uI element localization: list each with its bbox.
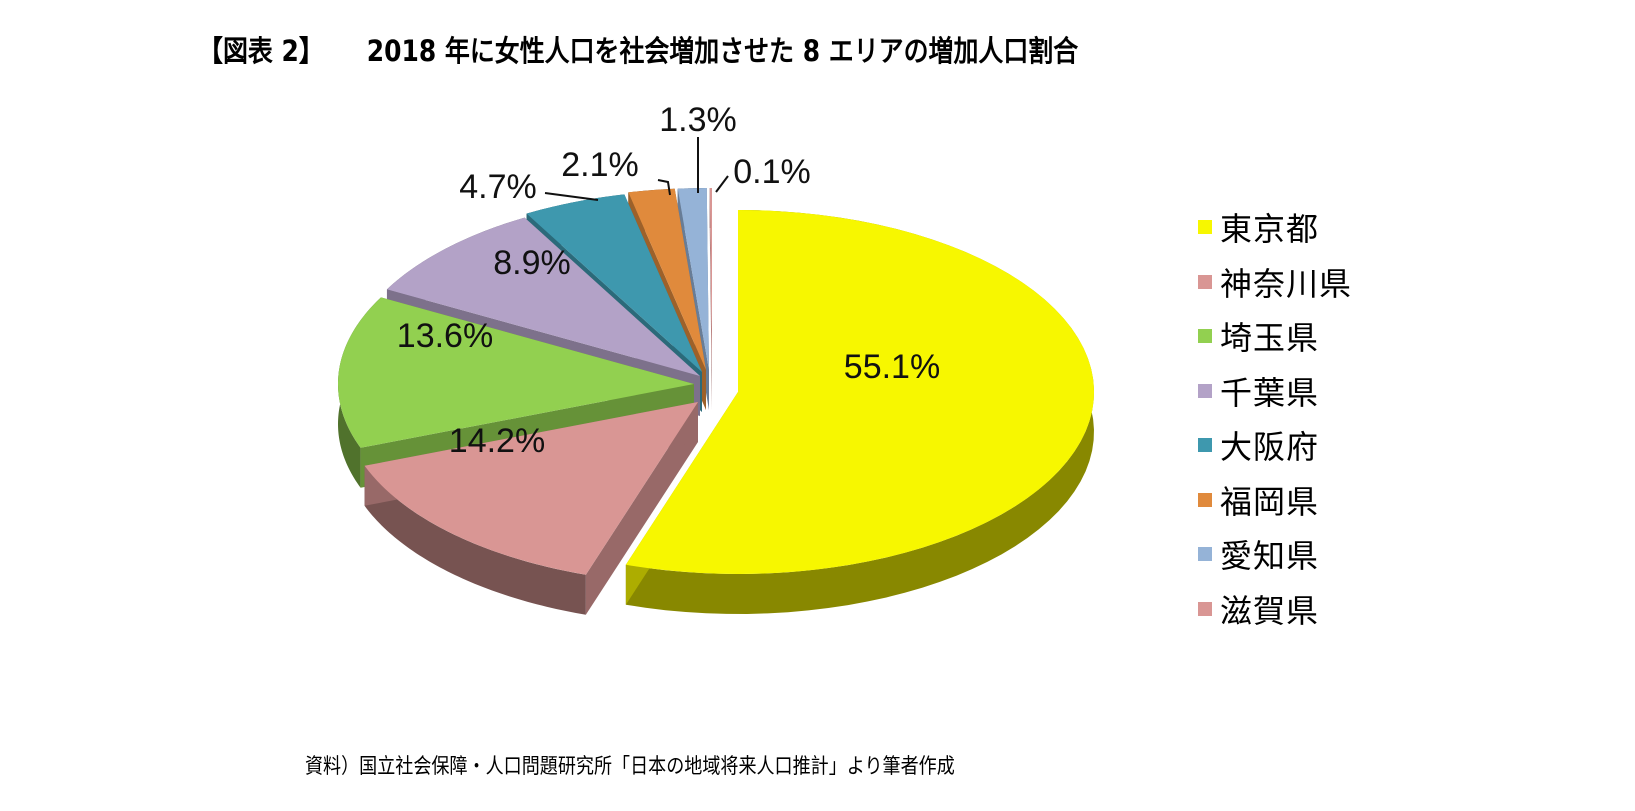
legend-swatch	[1198, 383, 1212, 398]
legend-swatch	[1198, 329, 1212, 344]
data-label: 14.2%	[449, 422, 545, 460]
leader-line	[715, 175, 729, 193]
legend-swatch	[1198, 220, 1212, 235]
pie-slice-side	[625, 210, 1094, 614]
pie-slice-side	[364, 465, 586, 615]
pie-slice-愛知県	[677, 188, 709, 370]
data-label: 1.3%	[659, 101, 737, 139]
legend-label: 埼玉県	[1220, 319, 1320, 358]
figure-number: 【図表 2】	[198, 34, 324, 68]
leader-line	[657, 179, 671, 196]
pie-slice-滋賀県	[709, 188, 712, 370]
data-label: 4.7%	[459, 168, 537, 206]
legend-item: 福岡県	[1198, 473, 1352, 528]
pie-slice-東京都	[625, 210, 1094, 574]
data-label: 13.6%	[397, 317, 493, 355]
legend-label: 福岡県	[1220, 482, 1320, 521]
legend-label: 大阪府	[1220, 428, 1320, 467]
legend-swatch	[1198, 438, 1212, 453]
legend-label: 愛知県	[1220, 537, 1320, 576]
legend-item: 埼玉県	[1198, 309, 1352, 364]
legend-item: 滋賀県	[1198, 582, 1352, 637]
pie-slice-神奈川県	[364, 402, 698, 575]
leader-line	[544, 192, 599, 201]
data-label: 8.9%	[493, 244, 571, 282]
data-label: 2.1%	[561, 146, 639, 184]
legend-label: 千葉県	[1220, 373, 1320, 412]
legend-label: 東京都	[1220, 210, 1320, 249]
legend-swatch	[1198, 601, 1212, 616]
source-note: 資料）国立社会保障・人口問題研究所「日本の地域将来人口推計」より筆者作成	[305, 754, 955, 778]
pie-slice-福岡県	[628, 188, 706, 370]
pie-slice-埼玉県	[338, 297, 694, 448]
chart-title: 【図表 2】 2018 年に女性人口を社会増加させた 8 エリアの増加人口割合	[198, 28, 1078, 70]
legend-label: 神奈川県	[1220, 264, 1353, 303]
legend-label: 滋賀県	[1220, 591, 1320, 630]
legend-item: 千葉県	[1198, 364, 1352, 419]
legend-swatch	[1198, 274, 1212, 289]
legend-item: 神奈川県	[1198, 255, 1352, 310]
legend-swatch	[1198, 547, 1212, 562]
title-text: 2018 年に女性人口を社会増加させた 8 エリアの増加人口割合	[366, 34, 1079, 68]
pie-slice-千葉県	[386, 217, 700, 376]
chart-legend: 東京都 神奈川県 埼玉県 千葉県 大阪府 福岡県 愛知県 滋賀県	[1198, 200, 1352, 636]
pie-slice-大阪府	[526, 194, 702, 372]
legend-item: 東京都	[1198, 200, 1352, 255]
legend-swatch	[1198, 492, 1212, 507]
data-label: 55.1%	[844, 348, 940, 386]
legend-item: 愛知県	[1198, 527, 1352, 582]
legend-item: 大阪府	[1198, 418, 1352, 473]
data-label: 0.1%	[733, 153, 811, 191]
